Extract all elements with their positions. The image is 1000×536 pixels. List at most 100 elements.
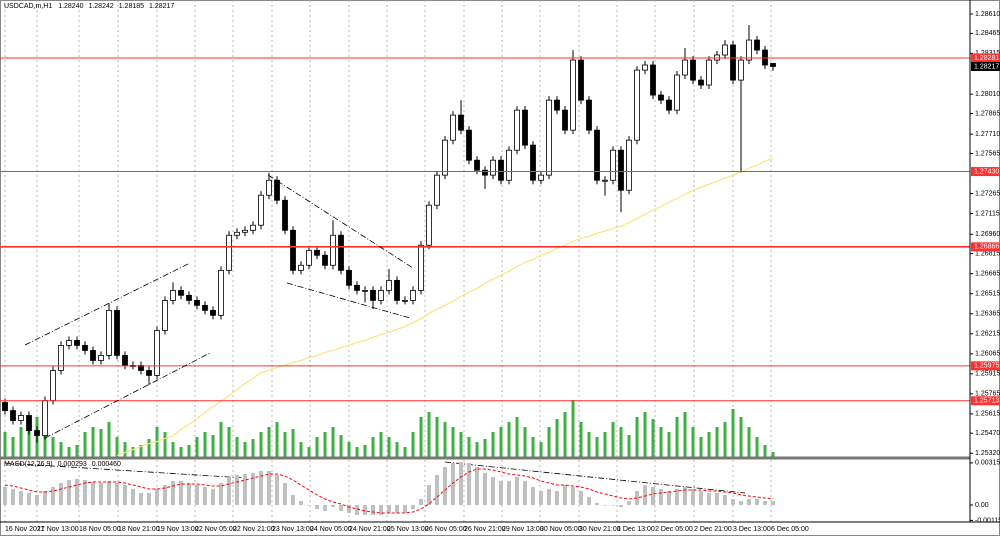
volume-bar — [83, 432, 87, 457]
volume-bar — [747, 427, 751, 457]
volume-bar — [371, 437, 375, 457]
candle-body — [82, 344, 88, 351]
volume-bar — [499, 427, 503, 457]
macd-bar — [147, 493, 151, 505]
candle-body — [186, 294, 192, 301]
moving-average — [116, 157, 774, 457]
volume-bar — [27, 422, 31, 457]
volume-bar — [643, 412, 647, 457]
candle-body — [122, 354, 128, 366]
candle-body — [146, 370, 152, 376]
volume-bar — [123, 442, 127, 457]
macd-bar — [267, 471, 271, 505]
macd-bar — [731, 499, 735, 505]
macd-bar — [51, 487, 55, 505]
candle-body — [482, 169, 488, 176]
low-label: 1.28185 — [119, 3, 144, 10]
trend-line — [24, 262, 191, 346]
macd-bar — [603, 505, 607, 506]
volume-bar — [579, 422, 583, 457]
volume-bar — [763, 445, 767, 457]
candle-body — [298, 264, 304, 271]
macd-bar — [123, 485, 127, 505]
macd-bar — [99, 483, 103, 505]
candle-body — [346, 269, 352, 286]
volume-bar — [19, 427, 23, 457]
volume-bar — [675, 417, 679, 457]
signal-line — [4, 468, 774, 514]
macd-bar — [347, 505, 351, 513]
macd-bar — [339, 505, 343, 511]
x-tick-label: 6 Dec 05:00 — [771, 526, 809, 533]
macd-bar — [515, 477, 519, 505]
volume-bar — [459, 432, 463, 457]
candle-body — [18, 415, 24, 421]
macd-bar — [275, 475, 279, 505]
macd-bar — [379, 505, 383, 515]
candle-body — [242, 229, 248, 233]
macd-bar — [283, 483, 287, 505]
volume-bar — [243, 442, 247, 457]
macd-bar — [331, 505, 335, 507]
candle-body — [402, 299, 408, 302]
macd-bar — [227, 477, 231, 505]
x-tick-label: 25 Nov 13:00 — [387, 526, 429, 533]
candle-body — [770, 63, 776, 67]
volume-bar — [11, 437, 15, 457]
volume-bar — [267, 427, 271, 457]
candle-body — [290, 229, 296, 271]
volume-bar — [411, 432, 415, 457]
candle-body — [2, 402, 8, 411]
volume-bar — [67, 447, 71, 457]
candle-body — [522, 109, 528, 146]
x-tick-label: 29 Nov 13:00 — [502, 526, 544, 533]
volume-bar — [635, 417, 639, 457]
y-tick-label: -0.001156 — [975, 517, 1000, 524]
candle-body — [634, 69, 640, 141]
macd-bar — [355, 505, 359, 515]
candle-body — [178, 289, 184, 296]
trend-line — [44, 352, 211, 439]
candle-body — [266, 179, 272, 196]
y-tick-label: 1.27115 — [975, 210, 1000, 217]
macd-bar — [403, 505, 407, 513]
x-tick-label: 2 Dec 21:00 — [694, 526, 732, 533]
macd-bar — [539, 491, 543, 505]
volume-bar — [627, 435, 631, 457]
current-price-bg — [971, 61, 1000, 71]
volume-bar — [235, 437, 239, 457]
y-tick-label: 0.003158 — [975, 460, 1000, 467]
candle-body — [210, 310, 216, 316]
macd-bar — [59, 483, 63, 505]
volume-bar — [163, 432, 167, 457]
trend-line — [286, 282, 411, 319]
macd-bar — [291, 495, 295, 505]
macd-bar — [771, 501, 775, 505]
candle-body — [474, 159, 480, 171]
macd-bar — [699, 491, 703, 505]
volume-bar — [251, 439, 255, 457]
macd-bar — [595, 503, 599, 505]
macd-bar — [651, 487, 655, 505]
macd-bar — [755, 499, 759, 505]
volume-bar — [387, 437, 391, 457]
volume-bar — [3, 432, 7, 457]
candle-body — [458, 114, 464, 131]
volume-bar — [347, 442, 351, 457]
macd-value: 0.000293 — [58, 461, 87, 468]
y-tick-label: 1.25765 — [975, 391, 1000, 398]
volume-bar — [707, 432, 711, 457]
macd-bar — [387, 505, 391, 513]
macd-bar — [667, 491, 671, 505]
candle-body — [202, 304, 208, 311]
candle-body — [722, 44, 728, 56]
volume-bar — [115, 437, 119, 457]
candle-body — [66, 340, 72, 346]
macd-bar — [75, 479, 79, 505]
candle-body — [274, 179, 280, 201]
macd-bar — [579, 491, 583, 505]
price-pane — [0, 24, 970, 457]
macd-bar — [67, 480, 71, 505]
symbol-header: USDCAD,m,H1 1.28240 1.28242 1.28185 1.28… — [4, 3, 174, 10]
x-tick-label: 22 Nov 05:00 — [195, 526, 237, 533]
